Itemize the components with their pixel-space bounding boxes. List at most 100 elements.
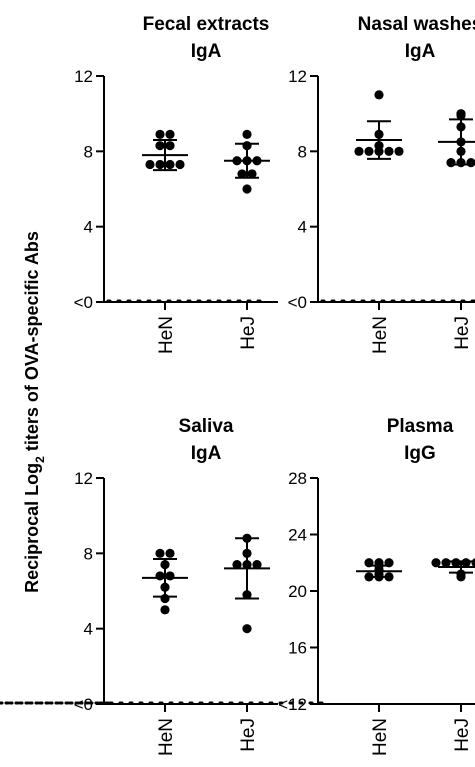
data-point-hej — [242, 624, 252, 634]
data-point-hej — [242, 141, 252, 151]
y-tick-label: <0 — [288, 293, 307, 312]
y-tick-label: 4 — [298, 218, 307, 237]
data-point-hej — [242, 184, 252, 194]
data-point-hej — [461, 558, 471, 568]
y-axis-shared-label: Reciprocal Log2 titers of OVA-specific A… — [22, 231, 47, 593]
data-point-hej — [252, 156, 262, 166]
data-point-hej — [242, 590, 252, 600]
x-tick-label-hen: HeN — [370, 316, 391, 354]
data-point-hej — [456, 572, 466, 582]
data-point-hen — [165, 159, 175, 170]
x-tick-label-hen: HeN — [156, 718, 177, 756]
data-point-hej — [232, 156, 242, 166]
data-point-hej — [466, 158, 475, 168]
data-point-hen — [165, 141, 175, 151]
data-point-hen — [374, 146, 384, 156]
data-point-hen — [160, 582, 170, 592]
x-tick-label-hen: HeN — [156, 316, 177, 354]
panel-title-line: Nasal washes — [358, 14, 475, 35]
panel-title-line: Saliva — [179, 416, 234, 437]
data-point-hen — [374, 572, 384, 582]
data-point-hen — [155, 571, 165, 581]
data-point-hen — [165, 548, 175, 558]
data-point-hej — [237, 169, 247, 179]
data-point-hen — [374, 129, 384, 139]
data-point-hej — [242, 533, 252, 543]
data-point-hen — [364, 572, 374, 582]
data-point-hej — [446, 158, 456, 168]
data-point-hen — [155, 129, 165, 139]
y-tick-label: <0 — [74, 695, 93, 714]
x-tick-label-hej: HeJ — [452, 718, 473, 752]
data-point-hen — [160, 605, 170, 615]
data-point-hen — [175, 159, 185, 170]
y-tick-label: <0 — [74, 293, 93, 312]
panel-2: Saliva IgA <0 4 8 12 HeN HeJ — [0, 416, 278, 756]
panel-title-line: IgG — [404, 443, 436, 464]
panel-title-line: IgA — [191, 41, 222, 62]
data-point-hen — [145, 159, 155, 170]
panel-1: Nasal washes IgA <0 4 8 12 HeN HeJ — [288, 14, 475, 354]
data-point-hen — [384, 146, 394, 156]
data-point-hen — [384, 558, 394, 568]
data-point-hen — [155, 548, 165, 558]
y-tick-label: 12 — [288, 67, 307, 86]
y-tick-label: 4 — [84, 620, 93, 639]
panel-title-line: Fecal extracts — [143, 14, 270, 35]
y-tick-label: 24 — [288, 526, 307, 545]
panel-title-line: IgA — [405, 41, 436, 62]
y-tick-label: 8 — [298, 142, 307, 161]
y-tick-label: 12 — [74, 469, 93, 488]
y-axis-label-rest: titers of OVA-specific Abs — [22, 231, 42, 456]
data-point-hej — [232, 560, 242, 570]
panel-0: Fecal extracts IgA <0 4 8 12 HeN HeJ — [74, 14, 278, 354]
data-point-hen — [165, 571, 175, 581]
y-tick-label: 28 — [288, 469, 307, 488]
data-point-hej — [456, 110, 466, 121]
x-tick-label-hen: HeN — [370, 718, 391, 756]
y-tick-label: 8 — [84, 142, 93, 161]
data-point-hen — [394, 146, 404, 156]
y-tick-label: 4 — [84, 218, 93, 237]
data-point-hej — [242, 129, 252, 139]
data-point-hej — [456, 137, 466, 147]
data-point-hej — [242, 548, 252, 558]
x-tick-label-hej: HeJ — [238, 718, 259, 752]
y-tick-label: <12 — [278, 695, 307, 714]
data-point-hej — [456, 122, 466, 132]
data-point-hej — [431, 558, 441, 568]
y-tick-label: 16 — [288, 639, 307, 658]
data-point-hen — [364, 558, 374, 568]
data-point-hej — [456, 158, 466, 168]
svg-text:Reciprocal Log2 titers of OVA-: Reciprocal Log2 titers of OVA-specific A… — [22, 231, 47, 593]
data-point-hej — [242, 156, 252, 166]
data-point-hen — [374, 90, 384, 100]
data-point-hej — [456, 146, 466, 156]
data-point-hen — [155, 159, 165, 170]
x-tick-label-hej: HeJ — [238, 316, 259, 350]
y-axis-label-subscript: 2 — [33, 456, 47, 463]
data-point-hej — [242, 560, 252, 570]
data-point-hen — [364, 146, 374, 156]
data-point-hen — [165, 129, 175, 139]
data-point-hej — [247, 169, 257, 179]
data-point-hej — [252, 560, 262, 570]
panel-title-line: IgA — [191, 443, 222, 464]
data-point-hen — [354, 146, 364, 156]
data-point-hej — [471, 558, 475, 568]
data-point-hen — [155, 141, 165, 151]
data-point-hen — [160, 560, 170, 570]
y-tick-label: 8 — [84, 544, 93, 563]
data-point-hej — [451, 558, 461, 568]
x-tick-label-hej: HeJ — [452, 316, 473, 350]
data-point-hej — [441, 558, 451, 568]
y-tick-label: 20 — [288, 582, 307, 601]
panel-title-line: Plasma — [387, 416, 454, 437]
y-tick-label: 12 — [74, 67, 93, 86]
y-axis-label-main: Reciprocal Log — [22, 463, 42, 593]
data-point-hen — [384, 572, 394, 582]
data-point-hen — [160, 593, 170, 604]
